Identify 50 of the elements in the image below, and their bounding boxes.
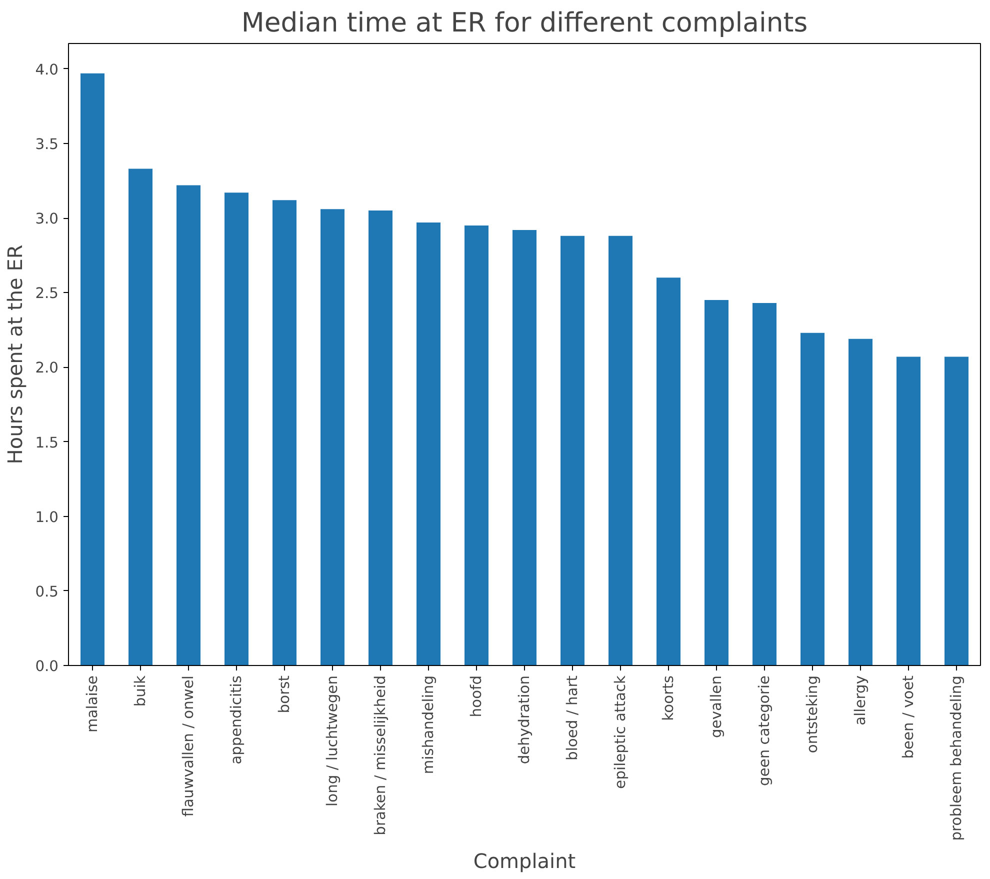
y-tick-label: 2.5 — [35, 285, 59, 302]
x-axis-title: Complaint — [473, 848, 576, 873]
bar — [704, 300, 728, 666]
bar — [224, 192, 248, 666]
x-tick-label: hoofd — [468, 676, 485, 718]
x-tick-label: ontsteking — [804, 675, 821, 754]
y-tick-label: 1.5 — [35, 434, 59, 452]
bar — [800, 332, 824, 666]
x-tick-label: malaise — [84, 675, 101, 733]
bar — [272, 200, 296, 666]
x-tick-label: been / voet — [900, 675, 917, 759]
x-tick-label: buik — [132, 674, 149, 707]
bar — [128, 168, 152, 666]
y-tick-label: 0.0 — [35, 658, 59, 675]
x-tick-label: probleem behandeling — [948, 675, 965, 841]
x-tick-label: long / luchtwegen — [324, 675, 341, 806]
x-tick-label: braken / misselijkheid — [372, 676, 389, 836]
bar — [416, 222, 440, 666]
y-tick-label: 1.0 — [35, 508, 59, 526]
x-tick-label: gevallen — [708, 675, 725, 738]
bar — [608, 236, 632, 666]
x-tick-label: dehydration — [516, 675, 533, 764]
y-tick-label: 0.5 — [35, 583, 59, 600]
x-tick-label: epileptic attack — [612, 674, 629, 789]
chart-title: Median time at ER for different complaints — [241, 8, 808, 38]
bar — [944, 356, 968, 666]
bar — [752, 303, 776, 666]
x-tick-label: mishandeling — [420, 675, 437, 774]
x-tick-label: flauwvallen / onwel — [180, 675, 197, 817]
x-tick-label: bloed / hart — [564, 675, 581, 760]
x-tick-label: allergy — [852, 675, 869, 726]
x-tick-label: koorts — [660, 675, 677, 721]
y-axis-title: Hours spent at the ER — [3, 244, 28, 464]
bar — [176, 185, 200, 666]
bar — [368, 210, 392, 666]
bar — [80, 73, 104, 666]
x-tick-label: borst — [276, 675, 293, 714]
bar — [896, 356, 920, 666]
y-tick-label: 3.5 — [35, 136, 59, 153]
bar — [512, 230, 536, 666]
x-tick-label: appendicitis — [228, 675, 245, 764]
y-tick-label: 2.0 — [35, 360, 59, 377]
bar — [848, 338, 872, 666]
y-tick-label: 4.0 — [35, 61, 59, 78]
bar — [464, 225, 488, 666]
y-tick-label: 3.0 — [35, 210, 59, 228]
x-tick-label: geen categorie — [756, 675, 773, 786]
bar — [320, 209, 344, 666]
bar — [656, 278, 680, 666]
bar — [560, 236, 584, 666]
